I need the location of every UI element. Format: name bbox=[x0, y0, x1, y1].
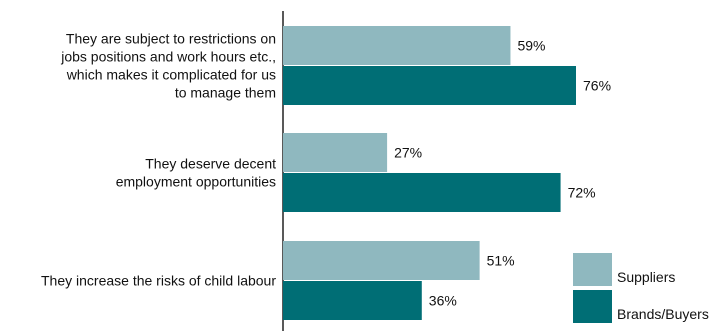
data-label-suppliers-1: 59% bbox=[517, 38, 545, 54]
bar-suppliers-3 bbox=[283, 241, 480, 280]
bar-brands-buyers-2 bbox=[283, 173, 561, 212]
category-label-1: They are subject to restrictions on jobs … bbox=[60, 31, 276, 101]
category-label-3: They increase the risks of child labour bbox=[41, 273, 276, 289]
bar-brands-buyers-3 bbox=[283, 281, 422, 320]
legend-label-suppliers: Suppliers bbox=[617, 269, 675, 285]
bar-suppliers-2 bbox=[283, 133, 388, 172]
data-label-brands-buyers-2: 72% bbox=[568, 185, 596, 201]
bar-suppliers-1 bbox=[283, 26, 511, 65]
legend-swatch-suppliers bbox=[573, 253, 612, 286]
data-label-suppliers-3: 51% bbox=[487, 253, 515, 269]
category-label-2: They deserve decent employment opportunit… bbox=[116, 156, 276, 190]
legend-swatch-brands-buyers bbox=[573, 290, 612, 323]
bar-brands-buyers-1 bbox=[283, 66, 576, 105]
legend-label-brands-buyers: Brands/Buyers bbox=[617, 306, 709, 322]
data-label-suppliers-2: 27% bbox=[394, 145, 422, 161]
data-label-brands-buyers-3: 36% bbox=[429, 293, 457, 309]
data-label-brands-buyers-1: 76% bbox=[583, 78, 611, 94]
